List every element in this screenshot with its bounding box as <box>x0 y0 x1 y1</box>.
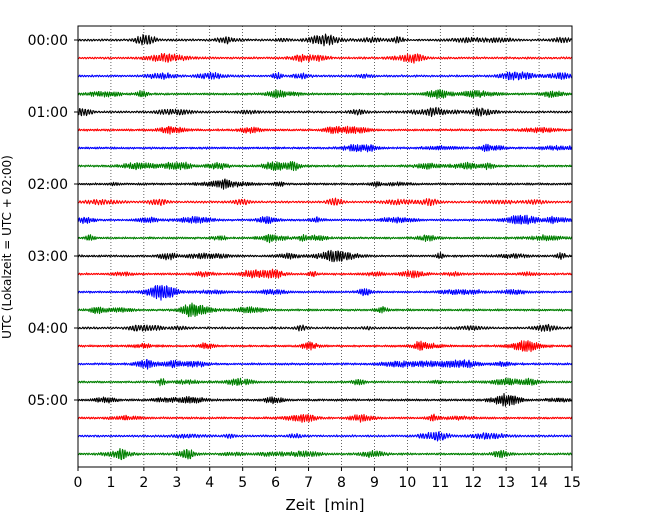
trace-0315 <box>77 268 573 279</box>
x-tick-label: 15 <box>563 475 581 491</box>
trace-0015 <box>77 53 573 64</box>
x-tick-label: 1 <box>106 475 115 491</box>
plot-frame <box>77 25 573 468</box>
trace-0500 <box>77 392 573 407</box>
y-tick-label: 04:00 <box>28 321 68 337</box>
x-tick-label: 5 <box>238 475 247 491</box>
trace-0000 <box>77 33 573 47</box>
x-tick-label: 11 <box>431 475 449 491</box>
trace-0415 <box>77 340 573 353</box>
trace-0445 <box>77 377 573 387</box>
trace-0130 <box>77 143 573 153</box>
x-tick-label: 6 <box>271 475 280 491</box>
trace-0530 <box>77 431 573 442</box>
trace-0115 <box>77 125 573 135</box>
trace-0200 <box>77 178 573 190</box>
trace-group <box>77 33 573 461</box>
y-axis-label: UTC (Lokalzeit = UTC + 02:00) <box>0 155 14 339</box>
trace-0300 <box>77 249 573 263</box>
y-tick-label: 00:00 <box>28 33 68 49</box>
x-axis-label: Zeit [min] <box>285 496 364 514</box>
x-tick-label: 3 <box>172 475 181 491</box>
trace-0245 <box>77 233 573 244</box>
y-tick-label: 01:00 <box>28 105 68 121</box>
trace-0145 <box>77 161 573 172</box>
x-tick-label: 9 <box>370 475 379 491</box>
trace-0430 <box>77 358 573 370</box>
trace-0400 <box>77 323 573 332</box>
x-tick-label: 14 <box>530 475 548 491</box>
x-tick-label: 10 <box>398 475 416 491</box>
x-tick-label: 2 <box>139 475 148 491</box>
trace-0100 <box>77 106 573 118</box>
trace-0515 <box>77 413 573 423</box>
trace-0330 <box>77 284 573 301</box>
x-tick-label: 12 <box>464 475 482 491</box>
trace-0030 <box>77 71 573 81</box>
y-tick-label: 02:00 <box>28 177 68 193</box>
x-tick-label: 0 <box>74 475 83 491</box>
trace-0545 <box>77 447 573 461</box>
trace-0230 <box>77 214 573 225</box>
trace-0045 <box>77 88 573 100</box>
x-tick-label: 8 <box>337 475 346 491</box>
y-tick-label: 03:00 <box>28 249 68 265</box>
trace-0215 <box>77 197 573 207</box>
y-tick-label: 05:00 <box>28 393 68 409</box>
x-tick-label: 7 <box>304 475 313 491</box>
y-axis-ticks: 00:00 01:00 02:00 03:00 04:00 05:00 <box>28 33 78 409</box>
x-tick-label: 4 <box>205 475 214 491</box>
x-tick-label: 13 <box>497 475 515 491</box>
x-axis-ticks: 0 1 2 3 4 5 6 7 8 9 10 11 12 13 14 15 <box>74 467 581 491</box>
trace-0345 <box>77 302 573 318</box>
